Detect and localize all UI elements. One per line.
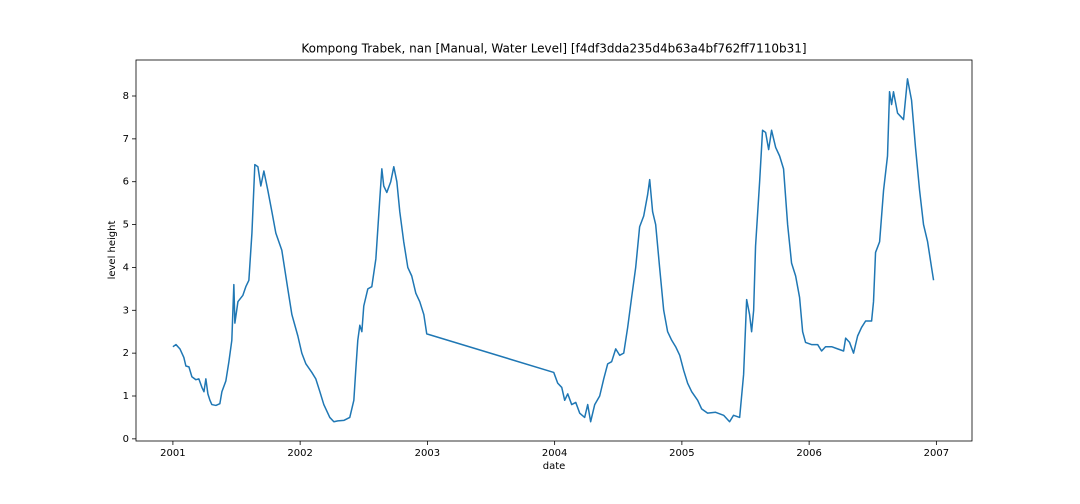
x-tick-label: 2005 [669, 448, 694, 459]
x-tick-label: 2003 [415, 448, 440, 459]
x-tick-label: 2004 [542, 448, 567, 459]
y-tick-label: 6 [123, 177, 129, 188]
x-tick-label: 2007 [924, 448, 949, 459]
x-tick-label: 2002 [287, 448, 312, 459]
x-axis-label: date [543, 461, 566, 472]
y-tick-label: 7 [123, 134, 129, 145]
y-tick-label: 0 [123, 434, 129, 445]
y-tick-label: 8 [123, 91, 129, 102]
y-tick-label: 1 [123, 391, 129, 402]
y-tick-label: 5 [123, 220, 129, 231]
data-line [172, 78, 935, 423]
plot-frame [135, 59, 973, 442]
chart-title: Kompong Trabek, nan [Manual, Water Level… [301, 42, 806, 56]
y-tick-label: 3 [123, 305, 129, 316]
y-tick-label: 2 [123, 348, 129, 359]
y-tick-label: 4 [123, 262, 129, 273]
x-tick-label: 2001 [160, 448, 185, 459]
x-tick-label: 2006 [796, 448, 821, 459]
y-axis-label: level height [107, 221, 118, 280]
